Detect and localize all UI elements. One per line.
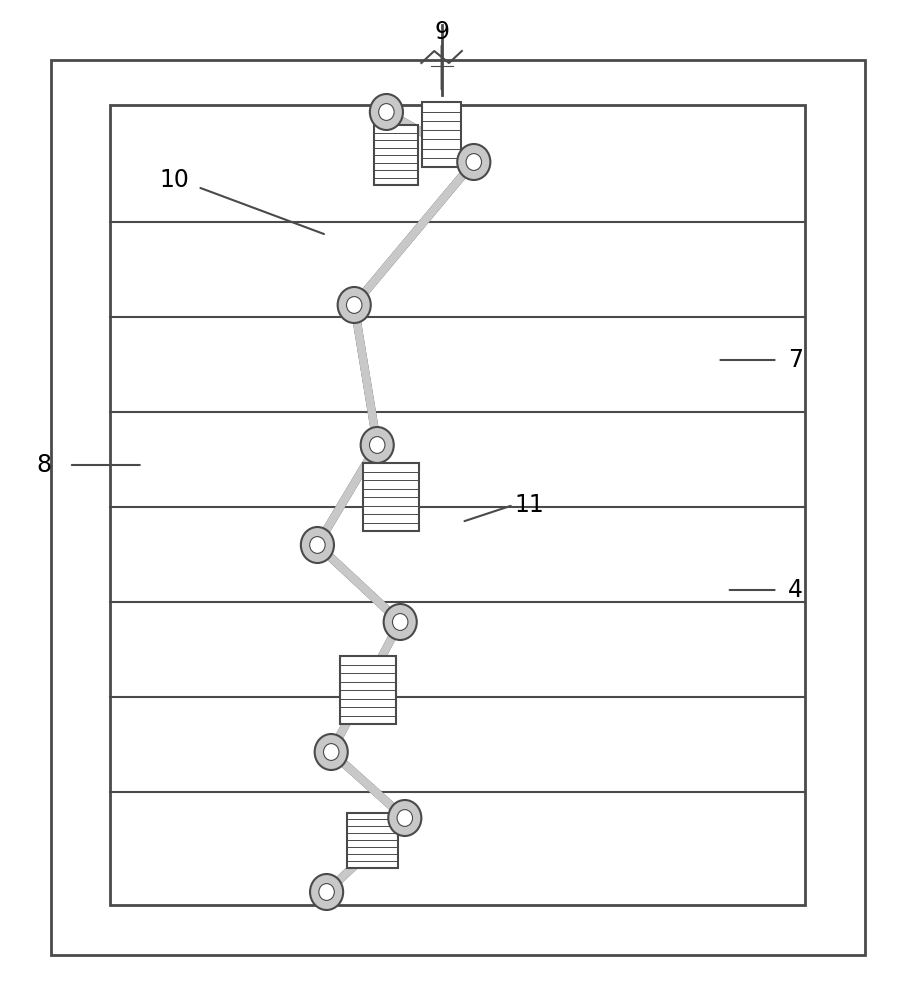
Bar xyxy=(363,463,418,531)
Bar xyxy=(347,812,397,867)
Circle shape xyxy=(369,437,384,453)
Bar xyxy=(373,125,417,185)
Text: 7: 7 xyxy=(788,348,802,372)
Circle shape xyxy=(323,744,338,760)
Text: 8: 8 xyxy=(37,453,51,477)
Text: 4: 4 xyxy=(788,578,802,602)
Circle shape xyxy=(457,144,490,180)
Bar xyxy=(422,102,460,167)
Text: 10: 10 xyxy=(160,168,189,192)
Circle shape xyxy=(314,734,347,770)
Text: 11: 11 xyxy=(514,493,543,517)
Bar xyxy=(340,656,395,724)
Circle shape xyxy=(369,94,403,130)
Circle shape xyxy=(397,810,412,826)
Circle shape xyxy=(319,884,334,900)
Circle shape xyxy=(383,604,416,640)
Circle shape xyxy=(346,297,361,313)
Circle shape xyxy=(310,874,343,910)
Circle shape xyxy=(337,287,370,323)
Circle shape xyxy=(379,104,393,120)
Circle shape xyxy=(388,800,421,836)
Circle shape xyxy=(301,527,334,563)
Circle shape xyxy=(360,427,393,463)
Circle shape xyxy=(392,614,407,630)
Text: 9: 9 xyxy=(434,20,448,44)
Circle shape xyxy=(310,537,324,553)
Circle shape xyxy=(466,154,481,170)
